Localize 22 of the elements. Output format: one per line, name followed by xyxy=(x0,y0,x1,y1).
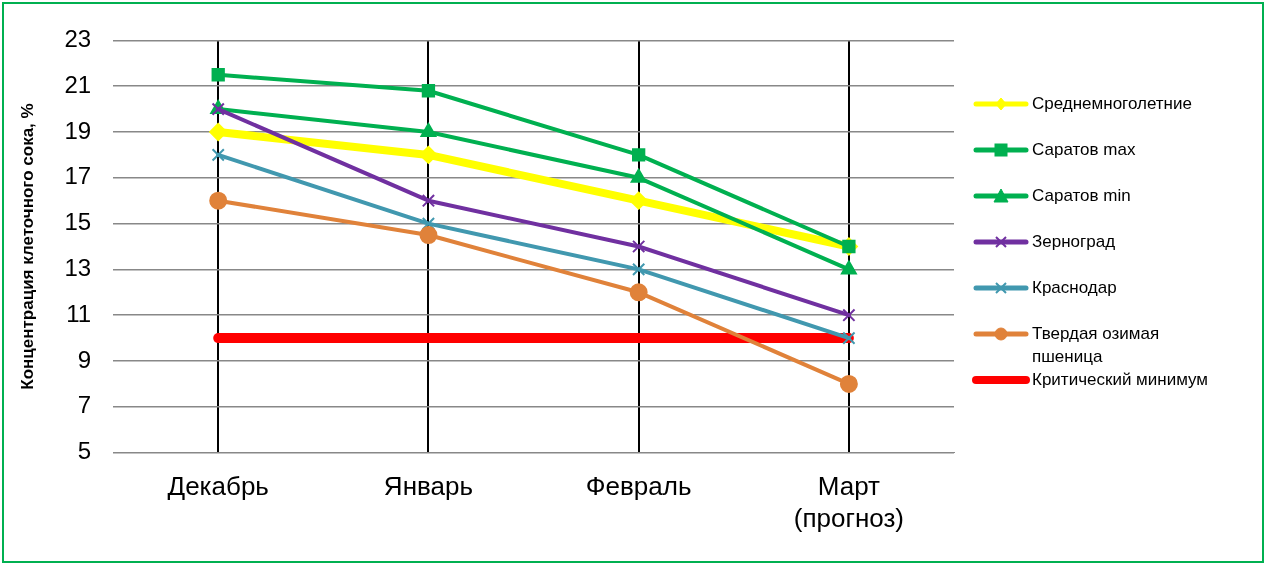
y-tick-label: 9 xyxy=(77,345,92,373)
legend-label: Твердая озимая пшеница xyxy=(1032,323,1161,368)
y-tick-label: 13 xyxy=(64,254,92,282)
y-tick-label: 23 xyxy=(64,25,92,53)
legend-label: Краснодар xyxy=(1032,277,1118,299)
y-tick-label: 7 xyxy=(77,391,92,419)
y-tick-label: 21 xyxy=(64,70,92,98)
y-tick-label: 5 xyxy=(77,437,92,465)
x-tick-label: Февраль xyxy=(585,471,692,502)
y-tick-label: 19 xyxy=(64,116,92,144)
x-tick-label: Декабрь xyxy=(167,471,269,502)
legend-label: Критический минимум xyxy=(1032,369,1210,391)
x-tick-label: Январь xyxy=(383,471,473,502)
legend-label: Среднемноголетние xyxy=(1032,93,1193,115)
y-tick-label: 15 xyxy=(64,208,92,236)
legend-label: Саратов max xyxy=(1032,139,1137,161)
y-tick-label: 17 xyxy=(64,162,92,190)
legend-label: Саратов min xyxy=(1032,185,1132,207)
y-tick-label: 11 xyxy=(66,299,92,327)
y-axis-title: Концентрация клеточного сока, % xyxy=(17,103,37,390)
x-tick-label: Март (прогноз) xyxy=(793,471,905,533)
legend-label: Зерноград xyxy=(1032,231,1117,253)
